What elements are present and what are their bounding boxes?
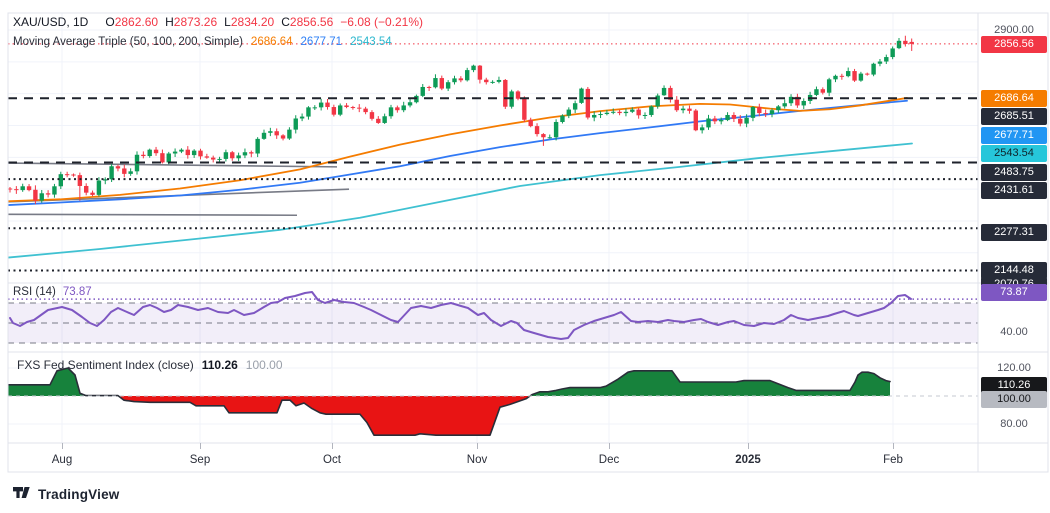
symbol-info-bar[interactable]: XAU/USD, 1D O2862.60 H2873.26 L2834.20 C2856… xyxy=(13,15,423,29)
time-axis[interactable]: Aug Sep Oct Nov Dec 2025 Feb xyxy=(0,443,1050,473)
time-axis-tick xyxy=(62,443,63,449)
price-axis-label: 2900.00 xyxy=(994,24,1034,36)
price-badge: 2856.56 xyxy=(981,35,1047,53)
rsi-value: 73.87 xyxy=(62,286,92,298)
rsi-label[interactable]: RSI (14) xyxy=(13,286,56,298)
time-axis-tick xyxy=(200,443,201,449)
low-value: 2834.20 xyxy=(230,15,275,29)
time-axis-tick xyxy=(477,443,478,449)
rsi-line xyxy=(9,291,912,340)
candlestick-series xyxy=(8,35,914,205)
sentiment-area-negative xyxy=(8,396,890,436)
open-value: 2862.60 xyxy=(114,15,159,29)
rsi-legend[interactable]: RSI (14) 73.87 xyxy=(13,286,92,298)
sentiment-value: 110.26 xyxy=(201,358,238,372)
price-badge: 2483.75 xyxy=(981,163,1047,181)
change-value: −6.08 (−0.21%) xyxy=(340,15,424,29)
sentiment-pane xyxy=(8,367,978,437)
sentiment-label[interactable]: FXS Fed Sentiment Index (close) xyxy=(17,358,194,372)
price-badge: 2686.64 xyxy=(981,89,1047,107)
time-axis-label: Feb xyxy=(883,454,903,466)
time-axis-label: Nov xyxy=(466,454,488,466)
ma100-value: 2677.71 xyxy=(300,36,343,48)
high-label: H xyxy=(165,15,174,29)
tradingview-logo-icon xyxy=(13,487,30,498)
ma50-line xyxy=(8,97,908,203)
price-badge: 2543.54 xyxy=(981,144,1047,162)
price-badge: 110.26 xyxy=(981,376,1047,394)
price-badge: 2277.31 xyxy=(981,223,1047,241)
price-badge: 100.00 xyxy=(981,390,1047,408)
symbol-title[interactable]: XAU/USD, 1D xyxy=(13,15,89,29)
open-label: O xyxy=(105,15,115,29)
price-badge-clipped: 2070.76 xyxy=(981,277,1047,285)
sentiment-legend[interactable]: FXS Fed Sentiment Index (close) 110.26 100… xyxy=(17,358,283,372)
ma200-line xyxy=(8,142,913,259)
price-badge: 2431.61 xyxy=(981,181,1047,199)
price-axis-label: 40.00 xyxy=(1000,326,1028,338)
price-axis-label: 80.00 xyxy=(1000,418,1028,430)
indicator-name[interactable]: Moving Average Triple (50, 100, 200, Sim… xyxy=(13,36,243,48)
price-axis-label: 120.00 xyxy=(997,362,1031,374)
trendline xyxy=(8,162,338,168)
price-badge: 73.87 xyxy=(981,283,1047,301)
sentiment-baseline-value: 100.00 xyxy=(245,358,283,372)
time-axis-tick xyxy=(893,443,894,449)
ma200-value: 2543.54 xyxy=(350,36,392,48)
sentiment-line xyxy=(8,367,891,437)
high-value: 2873.26 xyxy=(173,15,218,29)
price-badge: 2677.71 xyxy=(981,126,1047,144)
time-axis-label: Aug xyxy=(51,454,73,466)
tradingview-logo-text: TradingView xyxy=(38,486,120,502)
time-axis-label: Sep xyxy=(189,454,211,466)
time-axis-tick xyxy=(748,443,749,449)
indicator-legend[interactable]: Moving Average Triple (50, 100, 200, Sim… xyxy=(13,36,392,48)
sentiment-area-positive xyxy=(8,368,890,396)
price-badge: 2685.51 xyxy=(981,107,1047,125)
tradingview-logo[interactable]: TradingView xyxy=(13,486,119,502)
trendline xyxy=(8,213,298,217)
time-axis-tick xyxy=(609,443,610,449)
main-price-pane xyxy=(8,35,978,272)
time-axis-tick xyxy=(332,443,333,449)
low-label: L xyxy=(224,15,231,29)
price-badge: 2144.48 xyxy=(981,261,1047,279)
close-value: 2856.56 xyxy=(289,15,334,29)
ma50-value: 2686.64 xyxy=(250,36,293,48)
price-axis[interactable]: 2900.00 2856.56 2686.64 2685.51 2677.71 2543.… xyxy=(980,0,1048,513)
time-axis-label: Oct xyxy=(323,454,341,466)
time-axis-label: 2025 xyxy=(735,454,761,466)
rsi-pane xyxy=(8,291,978,344)
panel-frame xyxy=(7,12,1049,473)
close-label: C xyxy=(281,15,290,29)
time-axis-label: Dec xyxy=(598,454,620,466)
